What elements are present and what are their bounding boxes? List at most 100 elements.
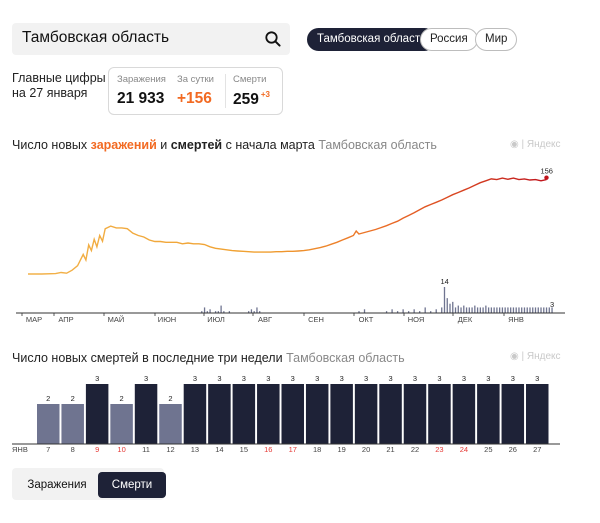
bar-value-label: 3 [486, 374, 490, 383]
region-tambov-button[interactable]: Тамбовская область [307, 28, 437, 51]
day-label: 19 [337, 445, 345, 454]
death-bar [441, 307, 443, 313]
death-bar [61, 404, 84, 444]
death-bar [253, 311, 255, 313]
death-bar [206, 311, 208, 313]
death-bar [537, 307, 539, 313]
death-bar [490, 307, 493, 313]
death-bar [476, 307, 479, 313]
deaths-3-weeks-chart: 2728392103112123133143153163173183193203… [12, 374, 560, 454]
day-label: 20 [362, 445, 370, 454]
day-label: 12 [166, 445, 174, 454]
death-bar [493, 307, 495, 313]
x-tick-label: ЯНВ [508, 315, 524, 324]
death-bar [250, 309, 253, 313]
x-tick-label: МАР [26, 315, 42, 324]
infections-last-point [544, 175, 549, 180]
day-label: 8 [71, 445, 75, 454]
death-bar [385, 311, 388, 313]
x-tick-label: НОЯ [408, 315, 425, 324]
death-bar [521, 307, 523, 313]
search-icon[interactable] [264, 30, 282, 48]
day-label: 9 [95, 445, 99, 454]
death-bar [413, 309, 415, 313]
death-bar [228, 311, 231, 313]
death-bar [452, 301, 454, 313]
bar-value-label: 2 [168, 394, 172, 403]
death-bar [220, 305, 222, 313]
bar-value-label: 3 [315, 374, 319, 383]
region-world-button[interactable]: Мир [475, 28, 518, 51]
day-label: 17 [289, 445, 297, 454]
death-bar [217, 311, 219, 313]
region-russia-button[interactable]: Россия [420, 28, 478, 51]
infections-deaths-chart: 156 14 3 МАР АПР МАЙ ИЮН ИЮЛ АВГ СЕН ОКТ НОЯ ДЕК ЯНВ [16, 167, 565, 324]
death-bar [223, 311, 225, 313]
bar-value-label: 3 [217, 374, 221, 383]
death-bar [482, 307, 484, 313]
bar-value-label: 2 [46, 394, 50, 403]
infections-stat: Заражения 21 933 [117, 74, 166, 107]
day-label: 24 [460, 445, 468, 454]
chart2-title: Число новых смертей в последние три неде… [12, 351, 405, 365]
death-bar [460, 307, 462, 313]
deaths-peak-label: 14 [440, 277, 448, 286]
death-bar [545, 307, 548, 313]
tab-deaths[interactable]: Смерти [98, 472, 166, 498]
day-label: 23 [435, 445, 443, 454]
death-bar [510, 307, 512, 313]
x-tick-label: ДЕК [458, 315, 473, 324]
search-input[interactable]: Тамбовская область [22, 29, 170, 46]
death-bar [430, 311, 432, 313]
death-bar [232, 384, 256, 444]
bar-value-label: 3 [462, 374, 466, 383]
day-label: 26 [509, 445, 517, 454]
day-label: 27 [533, 445, 541, 454]
day-label: 7 [46, 445, 50, 454]
month-label: ЯНВ [12, 445, 28, 454]
death-bar [543, 307, 545, 313]
daily-stat: За сутки +156 [177, 74, 214, 107]
death-bar [477, 384, 500, 444]
bar-value-label: 3 [364, 374, 368, 383]
bar-value-label: 3 [193, 374, 197, 383]
day-label: 15 [240, 445, 248, 454]
death-bar [529, 307, 531, 313]
bar-value-label: 3 [242, 374, 246, 383]
death-bar [214, 311, 217, 313]
death-bar [424, 307, 426, 313]
day-label: 14 [215, 445, 223, 454]
death-bar [468, 307, 470, 313]
death-bar [507, 307, 509, 313]
bar-value-label: 3 [511, 374, 515, 383]
death-bar [85, 384, 109, 444]
infections-line [28, 177, 547, 275]
x-tick-label: МАЙ [108, 315, 125, 324]
death-bar [363, 309, 366, 313]
bar-value-label: 2 [71, 394, 75, 403]
death-bar [463, 305, 465, 313]
death-bar [449, 303, 451, 313]
death-bar [551, 307, 553, 313]
death-bar [465, 307, 468, 313]
bar-value-label: 3 [266, 374, 270, 383]
death-bar [403, 384, 427, 444]
search-box[interactable]: Тамбовская область [12, 23, 290, 55]
death-bar [396, 311, 399, 313]
death-bar [257, 384, 280, 444]
death-bar [259, 311, 261, 313]
death-bar [201, 311, 203, 313]
day-label: 21 [386, 445, 394, 454]
death-bar [452, 384, 476, 444]
death-bar [407, 311, 410, 313]
death-bar [209, 309, 211, 313]
day-label: 18 [313, 445, 321, 454]
x-tick-label: ИЮЛ [207, 315, 225, 324]
death-bar [501, 307, 504, 313]
bar-value-label: 3 [95, 374, 99, 383]
death-bar [330, 384, 353, 444]
death-bar [419, 311, 421, 313]
death-bar [446, 298, 448, 313]
tab-infections[interactable]: Заражения [27, 479, 87, 491]
key-figures-card: Заражения 21 933 За сутки +156 Смерти 25… [108, 67, 283, 115]
